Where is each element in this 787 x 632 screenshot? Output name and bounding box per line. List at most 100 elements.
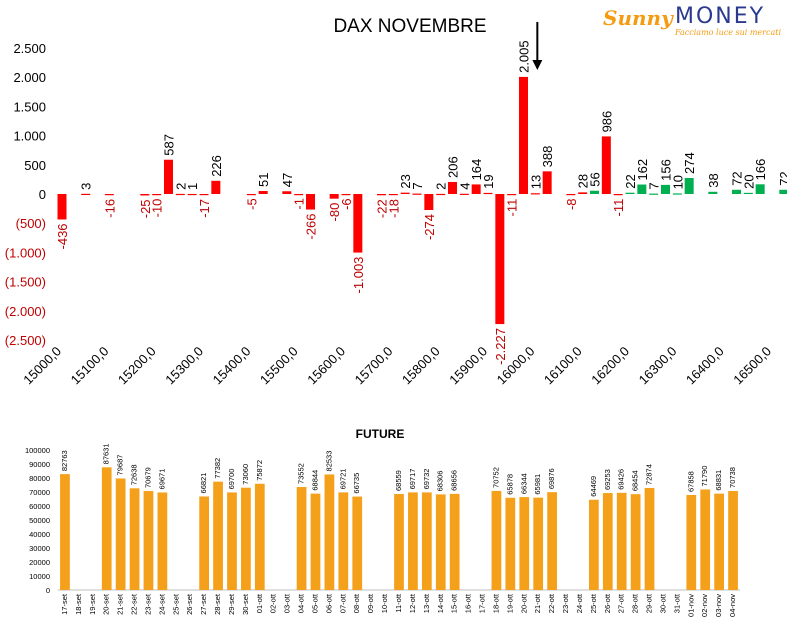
bar: [400, 192, 410, 194]
bar: [175, 193, 185, 196]
bar: [684, 177, 694, 194]
x-tick-label: 13-ott: [422, 593, 431, 613]
bar: [547, 492, 557, 590]
bar: [590, 190, 599, 194]
future-chart: FUTURE 100000900008000070000600005000040…: [25, 427, 740, 617]
data-label: 388: [540, 146, 555, 168]
y-tick-label: 80000: [29, 474, 50, 483]
x-tick-label: 31-ott: [672, 593, 681, 613]
x-tick-label: 16400,0: [683, 344, 727, 388]
bar: [388, 194, 398, 196]
bar: [714, 493, 724, 590]
bar: [394, 494, 404, 590]
bar: [310, 493, 321, 590]
main-y-axis: 2.500 2.000 1.500 1.000 500 0 (500) (1.000) (1.5…: [5, 41, 46, 348]
data-label: 274: [682, 152, 697, 174]
x-tick-label: 29-set: [227, 593, 236, 615]
x-tick-label: 08-ott: [352, 593, 361, 613]
bar: [282, 191, 292, 194]
x-tick-label: 16100,0: [541, 344, 585, 388]
y-tick-label: (1.000): [5, 245, 46, 260]
data-label: -25: [138, 199, 153, 218]
y-tick-label: 1.000: [13, 129, 46, 144]
data-label: 66735: [352, 473, 361, 494]
y-tick-label: 50000: [29, 516, 50, 525]
data-label: 70738: [728, 467, 737, 488]
y-tick-label: 70000: [29, 488, 50, 497]
data-label: -2.227: [493, 328, 508, 365]
bar: [637, 184, 647, 194]
data-label: -80: [327, 203, 342, 222]
x-tick-label: 19-ott: [505, 593, 514, 613]
data-label: 7: [647, 182, 662, 189]
data-label: -16: [102, 199, 117, 218]
y-tick-label: 60000: [29, 502, 50, 511]
data-label: 71790: [700, 466, 709, 487]
x-tick-label: 15700,0: [352, 344, 396, 388]
x-tick-label: 22-ott: [547, 593, 556, 613]
x-tick-label: 15500,0: [257, 344, 301, 388]
data-label: 66821: [199, 473, 208, 494]
bar: [505, 497, 516, 590]
x-tick-label: 30-ott: [658, 593, 667, 613]
arrow-down-icon: [532, 22, 543, 70]
y-tick-label: 20000: [29, 558, 50, 567]
bar: [530, 193, 540, 195]
data-label: 23: [398, 174, 413, 188]
bar: [412, 193, 422, 195]
sunny-money-logo: Sunny MONEY Facciamo luce sui mercati: [603, 4, 783, 40]
bar: [700, 489, 711, 590]
bar: [241, 487, 251, 590]
data-label: 73552: [297, 463, 306, 484]
data-label: 73060: [241, 464, 250, 485]
bar: [408, 492, 418, 590]
arrow-head: [532, 60, 543, 70]
y-tick-label: (2.500): [5, 333, 46, 348]
bar: [578, 192, 588, 194]
logo-word: MONEY: [675, 4, 766, 29]
x-tick-label: 15400,0: [210, 344, 254, 388]
main-x-axis: 15000,0 15100,0 15200,0 15300,0 15400,0 15500…: [20, 344, 774, 388]
x-tick-label: 06-ott: [324, 593, 333, 613]
data-label: 47: [280, 173, 295, 187]
bar: [519, 497, 530, 590]
bar: [644, 487, 655, 590]
logo-script: Sunny: [603, 6, 673, 30]
data-label: 68844: [310, 470, 319, 491]
y-tick-label: 2.000: [13, 70, 46, 85]
data-label: 75872: [255, 460, 264, 481]
bar: [421, 492, 432, 590]
future-x-axis: 17-set 18-set 19-set 20-set 21-set 22-set 23-s…: [60, 593, 737, 617]
x-tick-label: 15900,0: [446, 344, 490, 388]
future-chart-title: FUTURE: [356, 427, 405, 441]
data-label: 68559: [394, 470, 403, 491]
data-label: 72874: [645, 464, 654, 485]
data-label: -6: [339, 198, 354, 210]
data-label: 68306: [436, 471, 445, 492]
data-label: 19: [481, 174, 496, 188]
bar: [353, 194, 363, 253]
x-tick-label: 14-ott: [436, 593, 445, 613]
bar: [542, 171, 552, 194]
x-tick-label: 01-ott: [255, 593, 264, 613]
bar: [187, 193, 197, 196]
data-label: 64469: [589, 476, 598, 497]
data-label: 2: [434, 183, 449, 190]
data-label: -1.003: [351, 257, 366, 294]
x-tick-label: 15300,0: [162, 344, 206, 388]
data-label: 69717: [408, 469, 417, 490]
bar: [254, 483, 265, 590]
bar: [213, 481, 223, 590]
bar: [352, 496, 363, 590]
bar: [435, 494, 446, 590]
bar: [377, 194, 386, 196]
data-label: 1: [185, 183, 200, 190]
y-tick-label: 100000: [25, 446, 50, 455]
bar: [211, 180, 221, 194]
data-label: 986: [599, 111, 614, 133]
data-label: 72: [730, 171, 745, 185]
x-tick-label: 15000,0: [20, 344, 64, 388]
bar: [140, 194, 150, 196]
data-label: 56: [588, 172, 603, 186]
